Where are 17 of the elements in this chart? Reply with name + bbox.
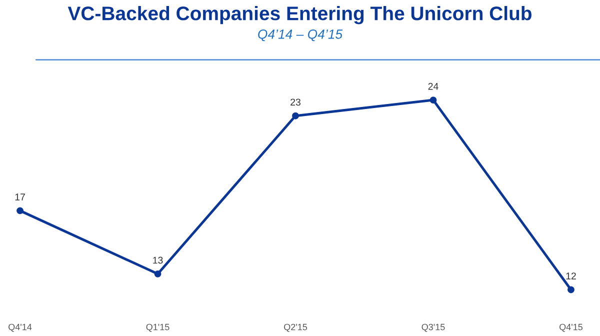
data-label: 24	[428, 82, 438, 90]
chart-title: VC-Backed Companies Entering The Unicorn Club	[68, 6, 532, 24]
x-tick-label: Q3'15	[422, 324, 445, 332]
data-label: 12	[566, 272, 576, 280]
point	[292, 112, 299, 120]
point	[430, 96, 437, 104]
data-label: 23	[290, 98, 300, 106]
chart-subtitle: Q4’14 – Q4’15	[258, 29, 343, 42]
x-tick-label: Q1'15	[146, 324, 170, 332]
point	[568, 286, 574, 294]
x-tick-label: Q4'15	[560, 324, 583, 332]
data-label: 17	[15, 194, 25, 200]
x-tick-label: Q4'14	[8, 324, 32, 332]
point	[154, 270, 162, 278]
x-tick-label: Q2'15	[284, 324, 308, 332]
data-label: 13	[153, 256, 163, 264]
point	[16, 207, 24, 214]
